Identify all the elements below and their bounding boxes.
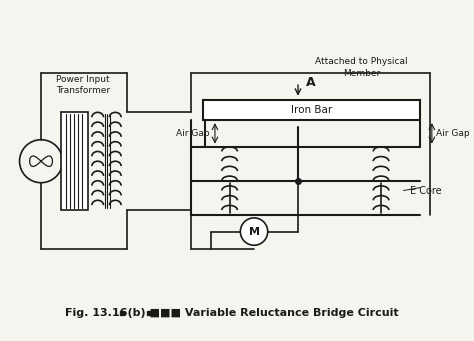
Text: Air Gap: Air Gap bbox=[436, 129, 469, 138]
Text: Iron Bar: Iron Bar bbox=[291, 105, 332, 115]
Bar bbox=[203, 100, 420, 120]
Text: Power Input
Transformer: Power Input Transformer bbox=[56, 75, 110, 95]
Text: Attached to Physical
Member: Attached to Physical Member bbox=[315, 57, 408, 78]
Text: Fig. 13.16(b) ■■■ Variable Reluctance Bridge Circuit: Fig. 13.16(b) ■■■ Variable Reluctance Br… bbox=[65, 308, 398, 318]
Bar bbox=[61, 113, 88, 210]
Text: Air Gap: Air Gap bbox=[176, 129, 210, 138]
Text: E Core: E Core bbox=[410, 186, 442, 195]
Text: M: M bbox=[248, 226, 260, 237]
Circle shape bbox=[240, 218, 268, 245]
Text: A: A bbox=[306, 76, 315, 89]
